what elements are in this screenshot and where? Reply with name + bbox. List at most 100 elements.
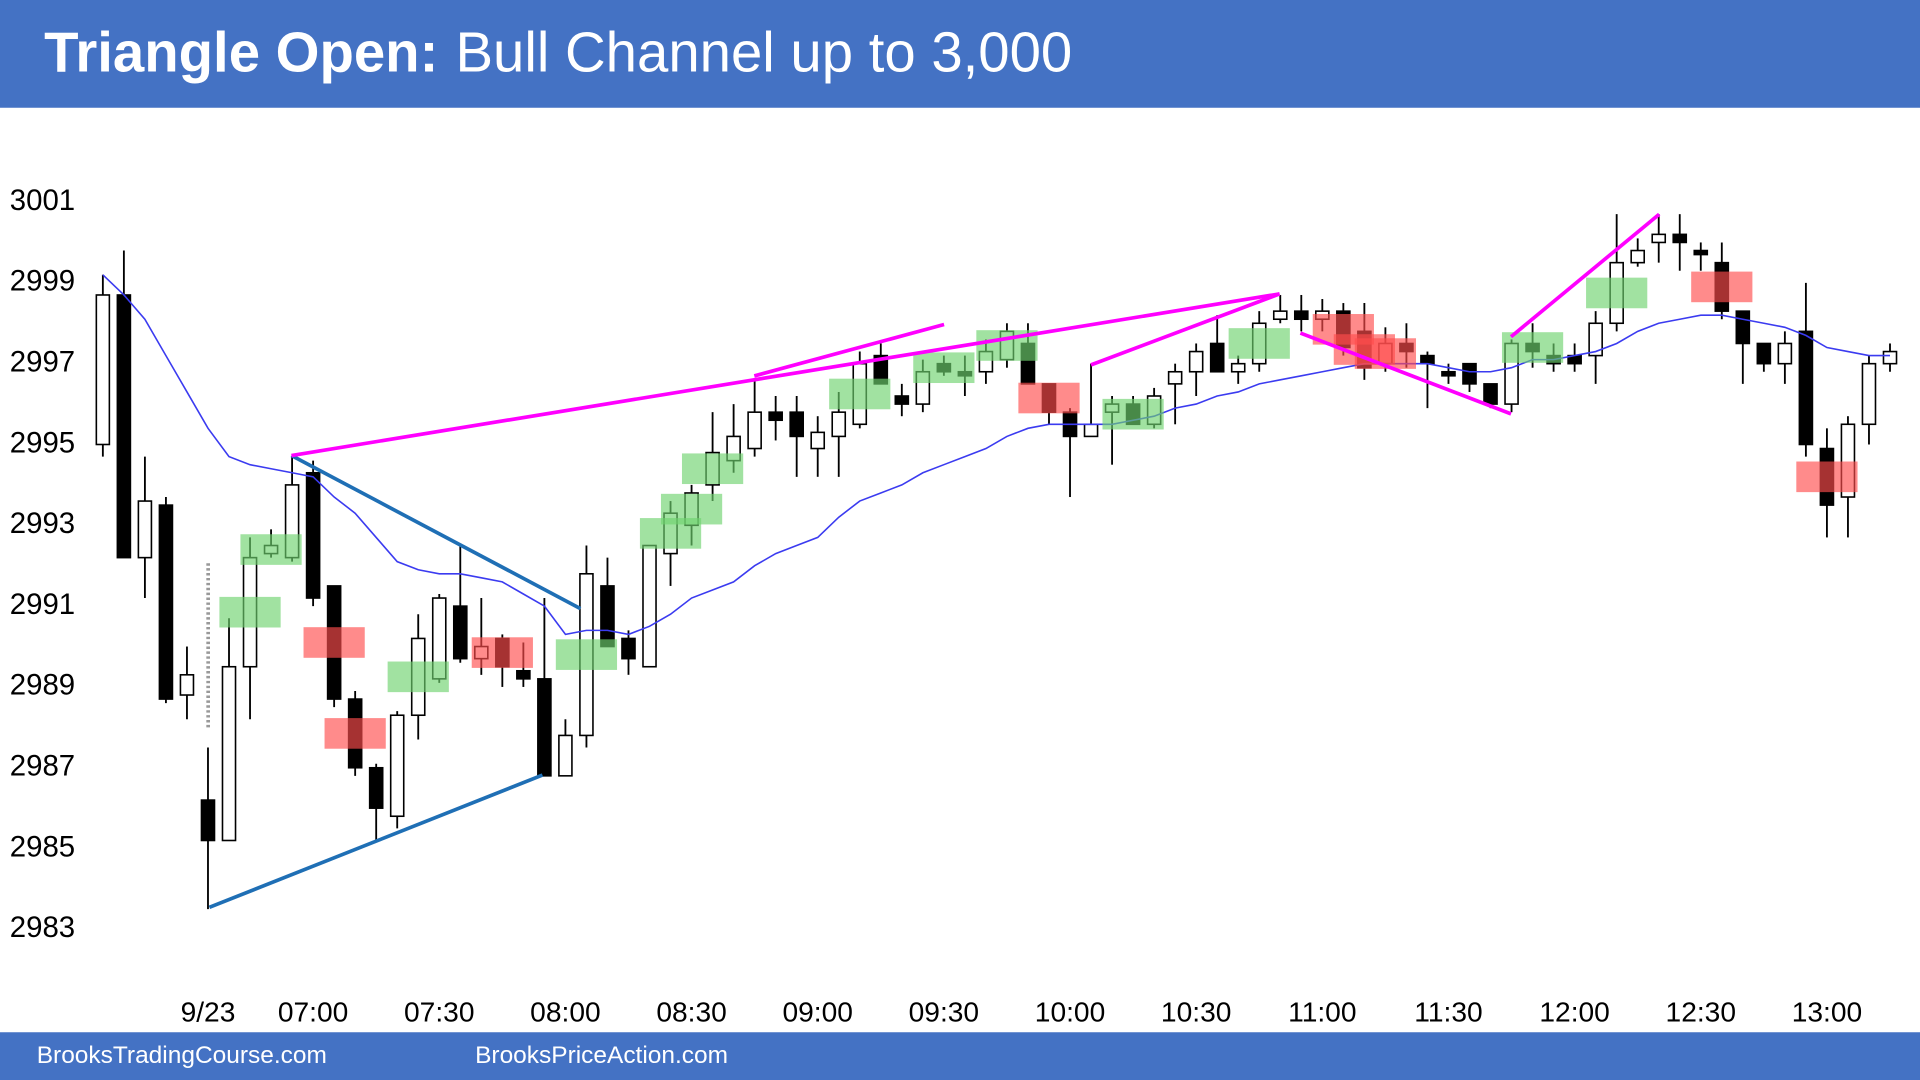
signal-bar-highlight (1102, 398, 1164, 430)
candle-body (516, 669, 531, 680)
trend-line (1090, 292, 1281, 367)
x-tick-label: 12:00 (1539, 996, 1609, 1027)
candle-body (95, 294, 111, 446)
candle-body (1441, 370, 1456, 377)
signal-bar-highlight (1796, 461, 1858, 493)
candle-body (116, 294, 132, 559)
candle-body (1882, 350, 1898, 365)
y-tick-label: 2987 (10, 750, 75, 783)
title-rest: Bull Channel up to 3,000 (455, 20, 1072, 83)
footer-link: BrooksTradingCourse.com (37, 1042, 327, 1069)
y-tick-label: 3001 (10, 184, 75, 217)
chart-title: Triangle Open: Bull Channel up to 3,000 (44, 20, 1072, 83)
candle-body (1230, 362, 1246, 373)
footer-link: BrooksPriceAction.com (475, 1042, 728, 1069)
trend-line (291, 292, 1280, 458)
y-tick-label: 2997 (10, 345, 75, 378)
signal-bar-highlight (387, 661, 449, 693)
candle-body (789, 411, 805, 438)
y-tick-label: 2989 (10, 669, 75, 702)
signal-bar-highlight (913, 352, 975, 384)
candle-body (1483, 383, 1498, 405)
x-tick-label: 08:30 (656, 996, 726, 1027)
candle-body (158, 504, 174, 700)
candle-body (1630, 249, 1646, 264)
candle-body (1672, 233, 1688, 244)
candle-body (1209, 342, 1225, 373)
candle-body (221, 665, 237, 842)
signal-bar-highlight (1228, 328, 1290, 359)
y-tick-label: 2983 (10, 911, 75, 944)
triangle-line (290, 453, 582, 611)
candle-body (621, 637, 636, 660)
x-tick-label: 07:00 (278, 996, 348, 1027)
candle-body (1272, 310, 1288, 321)
candle-body (389, 714, 405, 818)
candle-body (137, 500, 153, 559)
x-tick-label: 09:00 (782, 996, 852, 1027)
y-tick-label: 2991 (10, 588, 75, 621)
trend-line (753, 322, 945, 378)
candle-body (1756, 342, 1772, 365)
candle-body (558, 734, 573, 777)
header-band (0, 0, 1920, 108)
candle-body (831, 411, 847, 438)
candle-body (1651, 233, 1667, 244)
candle-body (1167, 370, 1183, 385)
signal-bar-highlight (303, 627, 365, 658)
signal-bar-highlight (1691, 271, 1753, 303)
candle-body (600, 585, 615, 648)
trend-line (1509, 212, 1661, 339)
candle-body (642, 544, 657, 668)
candle-body (1861, 362, 1877, 426)
plot: 2983 2985 2987 2989 2991 2993 2995 2997 2999 3001… (10, 184, 1898, 1027)
x-tick-label: 10:30 (1161, 996, 1231, 1027)
candle-body (747, 411, 762, 450)
candle-body (452, 605, 468, 660)
candle-body (810, 431, 826, 450)
signal-bar-highlight (660, 493, 723, 525)
candle-body (1083, 423, 1099, 438)
candle-body (1462, 362, 1477, 385)
x-tick-label: 09:30 (909, 996, 979, 1027)
candle-body (894, 395, 910, 405)
moving-average (102, 274, 1890, 636)
signal-bar-highlight (681, 453, 744, 485)
candle-body (768, 411, 783, 422)
candle-body (368, 766, 384, 809)
signal-bar-highlight (555, 639, 618, 670)
candle-body (1588, 322, 1603, 357)
footer-band (0, 1032, 1920, 1080)
x-tick-label: 07:30 (404, 996, 474, 1027)
signal-bar-highlight (1018, 382, 1080, 414)
candle-body (1777, 342, 1793, 365)
candle-body (200, 799, 216, 842)
candle-body (1420, 354, 1435, 365)
y-tick-label: 2993 (10, 507, 75, 540)
signal-bar-highlight (219, 596, 281, 628)
y-tick-label: 2995 (10, 426, 75, 459)
y-tick-label: 2985 (10, 830, 75, 863)
x-tick-label: 11:30 (1414, 996, 1482, 1027)
triangle-line (208, 773, 544, 910)
y-tick-label: 2999 (10, 265, 75, 298)
x-tick-label: 08:00 (530, 996, 600, 1027)
candle-body (305, 471, 321, 599)
x-tick-label: 12:30 (1666, 996, 1736, 1027)
candle-body (1293, 310, 1309, 321)
signal-bar-highlight (471, 637, 533, 668)
x-tick-label: 9/23 (181, 996, 236, 1027)
candle-body (1693, 249, 1709, 256)
title-bold: Triangle Open: (44, 20, 438, 83)
x-tick-label: 11:00 (1288, 996, 1356, 1027)
trendlines (206, 212, 1661, 910)
candle-body (537, 678, 552, 777)
candle-body (179, 674, 195, 696)
signal-bar-highlight (240, 534, 302, 565)
x-tick-label: 10:00 (1035, 996, 1105, 1027)
candle-body (1188, 350, 1204, 373)
signal-bar-highlight (324, 718, 386, 749)
signal-bar-highlight (1586, 277, 1648, 309)
